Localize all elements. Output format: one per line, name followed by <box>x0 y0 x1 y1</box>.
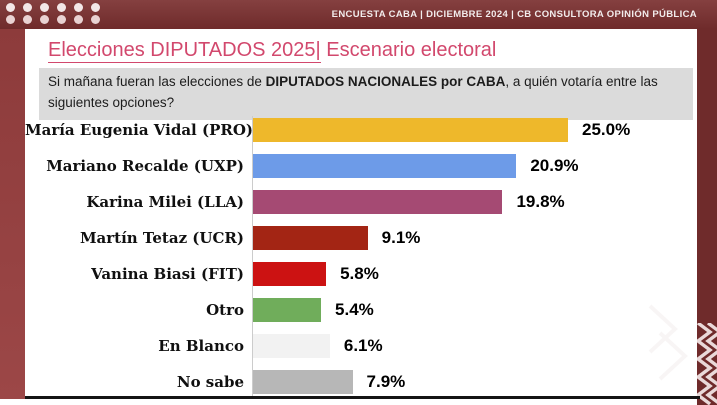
bar <box>253 370 353 394</box>
top-ribbon: ENCUESTA CABA | DICIEMBRE 2024 | CB CONS… <box>0 0 717 29</box>
bar-value: 20.9% <box>530 156 579 175</box>
candidate-label: Martín Tetaz (UCR) <box>79 229 244 247</box>
bar-track: 7.9% <box>253 370 685 394</box>
bar-track: 6.1% <box>253 334 685 358</box>
bar <box>253 262 327 286</box>
bar <box>253 226 368 250</box>
candidate-label: Mariano Recalde (UXP) <box>46 157 244 175</box>
right-background-strip <box>697 29 717 405</box>
chart-row: María Eugenia Vidal (PRO) 25.0% <box>25 118 685 142</box>
chart-rows: María Eugenia Vidal (PRO) 25.0% Mariano Re… <box>25 118 685 394</box>
chart-row: Mariano Recalde (UXP) 20.9% <box>25 154 685 178</box>
bar-value: 7.9% <box>366 372 406 391</box>
candidate-label: Vanina Biasi (FIT) <box>91 265 244 283</box>
chart-row: Otro 5.4% <box>25 298 685 322</box>
chart-row: Martín Tetaz (UCR) 9.1% <box>25 226 685 250</box>
candidate-label: María Eugenia Vidal (PRO) <box>25 121 253 139</box>
candidate-label: No sabe <box>176 373 244 391</box>
bar-track: 5.8% <box>253 262 685 286</box>
bar-track: 25.0% <box>253 118 685 142</box>
bar-track: 9.1% <box>253 226 685 250</box>
bar-track: 5.4% <box>253 298 685 322</box>
chart-row: En Blanco 6.1% <box>25 334 685 358</box>
bar-track: 19.8% <box>253 190 685 214</box>
title-underlined: Elecciones DIPUTADOS 2025| <box>48 39 321 63</box>
question-bold: DIPUTADOS NACIONALES por CABA <box>265 74 506 89</box>
bottom-divider-line <box>25 396 700 399</box>
chevron-pattern-icon <box>697 323 717 405</box>
slide-card: Elecciones DIPUTADOS 2025| Escenario ele… <box>25 29 697 405</box>
bar-value: 9.1% <box>381 228 421 247</box>
bar-value: 19.8% <box>516 192 565 211</box>
question-suffix: , a quién votaría entre las siguientes o… <box>48 74 658 110</box>
ribbon-text: ENCUESTA CABA | DICIEMBRE 2024 | CB CONS… <box>331 9 697 20</box>
bar-value: 5.8% <box>340 264 379 283</box>
page-title: Elecciones DIPUTADOS 2025| Escenario ele… <box>48 39 497 63</box>
chart-row: No sabe 7.9% <box>25 370 685 394</box>
bar-value: 25.0% <box>582 120 631 139</box>
bar <box>253 334 330 358</box>
candidate-label: Karina Milei (LLA) <box>86 193 244 211</box>
bar-track: 20.9% <box>253 154 685 178</box>
chart-row: Karina Milei (LLA) 19.8% <box>25 190 685 214</box>
left-background-strip <box>0 29 25 399</box>
bar-value: 5.4% <box>335 300 374 319</box>
bar <box>253 298 322 322</box>
chart-axis-line <box>252 116 253 398</box>
candidate-label: En Blanco <box>158 337 244 355</box>
dots-pattern-icon <box>6 3 100 24</box>
bar <box>253 118 568 142</box>
survey-question: Si mañana fueran las elecciones de DIPUT… <box>39 68 693 120</box>
title-rest: Escenario electoral <box>320 39 497 61</box>
chart-row: Vanina Biasi (FIT) 5.8% <box>25 262 685 286</box>
bar <box>253 190 503 214</box>
question-prefix: Si mañana fueran las elecciones de <box>48 74 266 89</box>
bar <box>253 154 517 178</box>
candidate-label: Otro <box>206 301 244 319</box>
bar-value: 6.1% <box>343 336 383 355</box>
chevron-watermark-icon <box>648 304 688 381</box>
